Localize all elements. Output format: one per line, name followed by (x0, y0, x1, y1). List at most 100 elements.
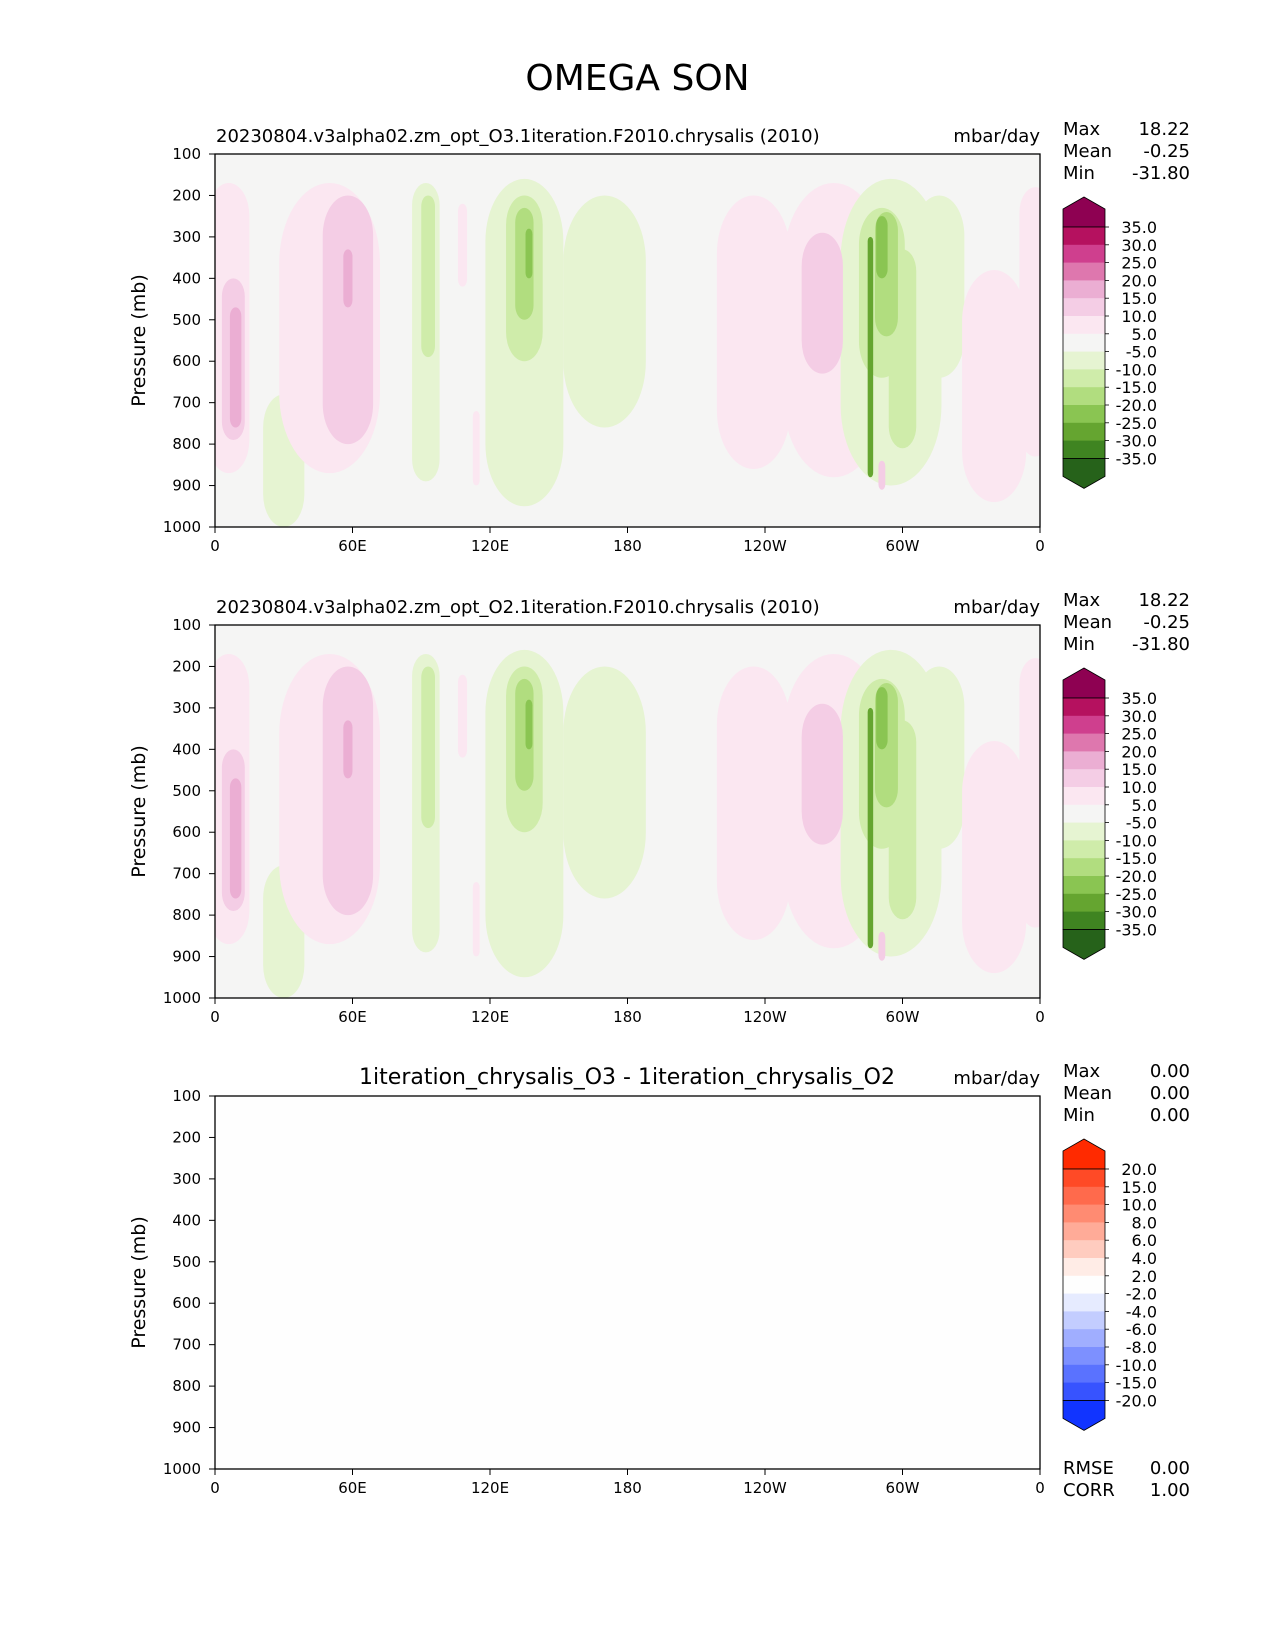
stat-label: Max (1063, 119, 1101, 140)
y-tick-label: 1000 (163, 1460, 201, 1478)
stat-value: -0.25 (1143, 141, 1190, 162)
colorbar: 35.030.025.020.015.010.05.0-5.0-10.0-15.… (1062, 667, 1157, 960)
colorbar-segment (1063, 1329, 1105, 1348)
plot-background (215, 1096, 1040, 1469)
stat-value: 1.00 (1150, 1480, 1190, 1501)
colorbar-label: -15.0 (1116, 378, 1157, 397)
colorbar-segment (1063, 333, 1105, 353)
colorbar-label: -35.0 (1116, 920, 1157, 939)
stat-label: Max (1063, 1061, 1101, 1082)
colorbar-segment (1063, 422, 1105, 442)
y-tick-label: 800 (172, 1377, 201, 1395)
colorbar-segment (1063, 1186, 1105, 1206)
contour-region-5 (457, 203, 468, 287)
colorbar-segment (1063, 733, 1105, 752)
y-tick-label: 500 (172, 1253, 201, 1271)
contour-region-27 (525, 228, 533, 279)
colorbar-segment (1063, 1204, 1105, 1223)
colorbar-segment (1063, 858, 1105, 877)
colorbar-label: 5.0 (1132, 796, 1157, 815)
colorbar-label: 25.0 (1121, 254, 1157, 273)
colorbar-label: -30.0 (1116, 432, 1157, 451)
colorbar-label: 35.0 (1121, 218, 1157, 237)
x-tick-label: 0 (1035, 1008, 1045, 1026)
contour-region-24 (343, 720, 353, 779)
colorbar-segment (1063, 822, 1105, 841)
y-tick-label: 600 (172, 352, 201, 370)
colorbar-segment (1063, 751, 1105, 770)
contour-region-19 (801, 232, 843, 374)
y-tick-label: 900 (172, 1419, 201, 1437)
x-tick-label: 0 (210, 1008, 220, 1026)
y-tick-label: 200 (172, 186, 201, 204)
contour-region-12 (913, 195, 965, 378)
colorbar-label: 10.0 (1121, 1196, 1157, 1215)
y-tick-label: 700 (172, 394, 201, 412)
colorbar-segment (1063, 840, 1105, 859)
stat-value: 0.00 (1150, 1061, 1190, 1082)
contour-region-12 (913, 666, 965, 849)
y-tick-label: 900 (172, 948, 201, 966)
contour-field (215, 178, 1040, 527)
y-tick-label: 100 (172, 1087, 201, 1105)
y-tick-label: 1000 (163, 518, 201, 536)
y-axis-label: Pressure (mb) (128, 1216, 150, 1349)
x-tick-label: 60E (338, 1008, 367, 1026)
contour-region-16 (322, 666, 374, 916)
y-tick-label: 700 (172, 1336, 201, 1354)
colorbar-label: 15.0 (1121, 1178, 1157, 1197)
colorbar-extend-bottom (1062, 1400, 1106, 1431)
y-axis-label: Pressure (mb) (128, 745, 150, 878)
colorbar-label: 10.0 (1121, 778, 1157, 797)
colorbar-label: 15.0 (1121, 760, 1157, 779)
y-tick-label: 700 (172, 865, 201, 883)
contour-region-6 (472, 881, 480, 957)
contour-region-29 (867, 707, 874, 949)
x-tick-label: 60E (338, 1479, 367, 1497)
colorbar-segment (1063, 351, 1105, 370)
x-tick-label: 60E (338, 537, 367, 555)
y-tick-label: 300 (172, 228, 201, 246)
colorbar-label: 4.0 (1132, 1249, 1157, 1268)
panel-title: 20230804.v3alpha02.zm_opt_O2.1iteration.… (216, 597, 820, 618)
colorbar-label: -25.0 (1116, 885, 1157, 904)
y-tick-label: 600 (172, 823, 201, 841)
colorbar-segment (1063, 1293, 1105, 1312)
colorbar-label: 20.0 (1121, 1160, 1157, 1179)
units-label: mbar/day (953, 1068, 1040, 1089)
stat-label: CORR (1063, 1480, 1115, 1501)
colorbar-label: 30.0 (1121, 236, 1157, 255)
x-tick-label: 0 (210, 1479, 220, 1497)
x-tick-label: 120E (471, 1008, 509, 1026)
colorbar-segment (1063, 369, 1105, 388)
x-tick-label: 60W (886, 1479, 920, 1497)
panel-title: 1iteration_chrysalis_O3 - 1iteration_chr… (359, 1065, 895, 1090)
colorbar-label: 15.0 (1121, 289, 1157, 308)
y-tick-label: 400 (172, 740, 201, 758)
stat-value: 0.00 (1150, 1105, 1190, 1126)
colorbar-label: -10.0 (1116, 1356, 1157, 1375)
colorbar-label: 30.0 (1121, 707, 1157, 726)
colorbar-segment (1063, 298, 1105, 317)
contour-region-6 (472, 410, 480, 486)
colorbar-label: -20.0 (1116, 1391, 1157, 1410)
colorbar-label: 25.0 (1121, 725, 1157, 744)
x-tick-label: 0 (1035, 537, 1045, 555)
stat-value: 0.00 (1150, 1458, 1190, 1479)
stat-value: 0.00 (1150, 1083, 1190, 1104)
colorbar-extend-bottom (1062, 929, 1106, 960)
colorbar-label: -10.0 (1116, 360, 1157, 379)
colorbar-segment (1063, 316, 1105, 335)
x-tick-label: 120E (471, 537, 509, 555)
y-tick-label: 900 (172, 477, 201, 495)
colorbar-label: 10.0 (1121, 307, 1157, 326)
colorbar-label: -35.0 (1116, 449, 1157, 468)
contour-region-27 (525, 699, 533, 750)
y-axis-label: Pressure (mb) (128, 274, 150, 407)
y-tick-label: 400 (172, 269, 201, 287)
x-tick-label: 0 (210, 537, 220, 555)
colorbar-segment (1063, 911, 1105, 930)
stat-value: -0.25 (1143, 612, 1190, 633)
colorbar-label: 6.0 (1132, 1231, 1157, 1250)
